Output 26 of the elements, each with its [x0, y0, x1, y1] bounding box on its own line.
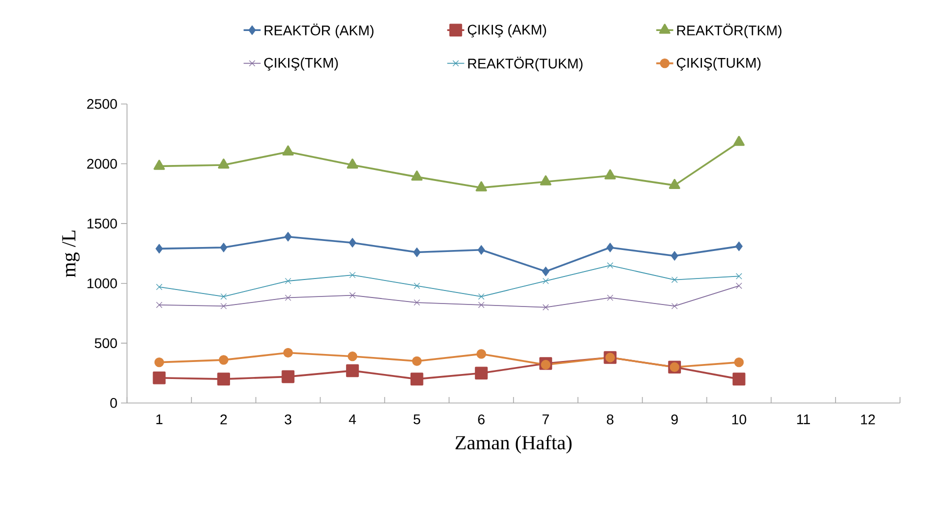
x-tick-label: 6 [478, 414, 485, 424]
y-tick-label: 2500 [87, 99, 117, 109]
y-tick-label: 1500 [88, 218, 117, 229]
y-axis-title: mg /L [62, 230, 80, 278]
x-tick-label: 11 [797, 414, 810, 424]
x-tick-label: 4 [348, 414, 356, 424]
x-tick-label: 12 [861, 414, 875, 424]
legend-label: ÇIKIŞ(TKM) [264, 58, 338, 71]
x-tick-label: 8 [606, 414, 614, 424]
legend-label: ÇIKIŞ (AKM) [468, 24, 546, 38]
x-tick-label: 2 [220, 414, 227, 424]
legend-label: REAKTÖR (AKM) [264, 24, 374, 38]
y-tick-label: 500 [94, 338, 117, 348]
x-tick-label: 3 [284, 414, 292, 424]
y-tick-label: 2000 [87, 158, 117, 169]
x-tick-label: 7 [542, 414, 549, 424]
x-tick-label: 9 [671, 414, 678, 424]
y-tick-label: 1000 [88, 278, 117, 288]
x-axis-title: Zaman (Hafta) [456, 435, 572, 454]
legend-label: REAKTÖR(TKM) [677, 24, 782, 38]
x-tick-label: 1 [156, 414, 162, 424]
x-tick-label: 5 [414, 414, 420, 424]
y-tick-label: 0 [110, 398, 117, 408]
legend-label: REAKTÖR(TUKM) [468, 56, 582, 72]
x-tick-label: 10 [732, 414, 746, 424]
legend-label: ÇIKIŞ(TUKM) [676, 58, 761, 71]
